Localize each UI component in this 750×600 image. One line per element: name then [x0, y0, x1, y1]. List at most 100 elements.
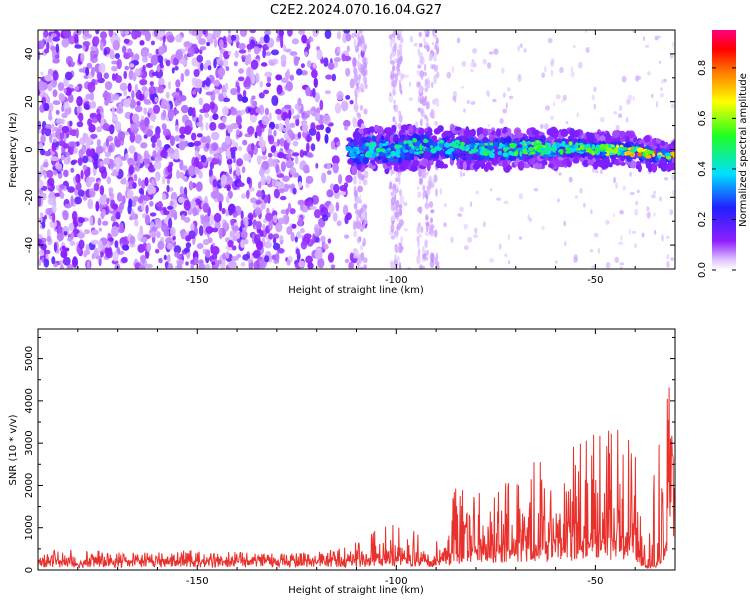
heatmap-cell — [183, 199, 191, 211]
heatmap-cell — [58, 93, 66, 102]
heatmap-cell — [187, 46, 195, 57]
heatmap-cell — [123, 89, 128, 97]
heatmap-cell — [351, 165, 358, 176]
heatmap-cell — [114, 121, 122, 131]
heatmap-cell — [129, 63, 135, 68]
heatmap-cell — [553, 144, 557, 150]
heatmap-cell — [671, 174, 675, 180]
heatmap-cell — [234, 50, 239, 59]
heatmap-cell — [146, 129, 154, 137]
heatmap-cell — [463, 108, 466, 113]
heatmap-cell — [285, 81, 293, 92]
heatmap-cell — [351, 148, 358, 152]
heatmap-cell — [237, 76, 245, 82]
heatmap-cell — [40, 243, 47, 250]
heatmap-cell — [289, 122, 296, 128]
heatmap-cell — [64, 108, 72, 115]
heatmap-cell — [668, 163, 675, 170]
heatmap-cell — [258, 139, 266, 148]
heatmap-cell — [624, 142, 631, 148]
heatmap-cell — [179, 186, 184, 195]
heatmap-cell — [196, 121, 204, 128]
heatmap-cell — [74, 196, 82, 205]
heatmap-cell — [222, 106, 229, 116]
heatmap-cell — [222, 58, 229, 68]
heatmap-cell — [193, 256, 199, 265]
heatmap-cell — [629, 171, 632, 177]
heatmap-cell — [238, 43, 246, 50]
heatmap-cell — [291, 223, 297, 229]
heatmap-cell — [454, 139, 460, 144]
figure-title: C2E2.2024.070.16.04.G27 — [270, 3, 442, 18]
heatmap-cell — [355, 250, 360, 257]
heatmap-cell — [292, 187, 297, 195]
heatmap-cell — [246, 176, 251, 185]
heatmap-cell — [426, 44, 430, 52]
heatmap-cell — [43, 102, 50, 112]
heatmap-cell — [277, 122, 284, 132]
heatmap-cell — [240, 262, 246, 267]
heatmap-cell — [353, 65, 356, 75]
heatmap-cell — [401, 146, 406, 152]
heatmap-cell — [141, 254, 146, 264]
heatmap-cell — [397, 71, 402, 76]
heatmap-cell — [555, 158, 562, 167]
heatmap-cell — [389, 59, 394, 65]
heatmap-cell — [330, 264, 336, 269]
heatmap-cell — [193, 69, 200, 77]
heatmap-cell — [455, 154, 459, 159]
heatmap-cell — [629, 191, 635, 196]
heatmap-cell — [111, 73, 116, 81]
heatmap-cell — [129, 235, 135, 245]
heatmap-cell — [459, 171, 463, 178]
heatmap-cell — [235, 167, 241, 177]
heatmap-cell — [613, 147, 619, 154]
heatmap-cell — [487, 124, 491, 128]
heatmap-cell — [578, 61, 583, 69]
heatmap-cell — [519, 150, 523, 157]
heatmap-cell — [292, 115, 300, 120]
heatmap-cell — [118, 222, 124, 231]
heatmap-cell — [289, 74, 294, 81]
heatmap-cell — [275, 164, 280, 173]
heatmap-cell — [358, 236, 362, 243]
heatmap-cell — [171, 209, 178, 218]
heatmap-cell — [497, 146, 503, 149]
heatmap-cell — [310, 143, 316, 152]
heatmap-cell — [49, 133, 53, 144]
heatmap-cell — [168, 217, 173, 229]
heatmap-cell — [153, 162, 158, 170]
heatmap-cell — [52, 89, 58, 98]
heatmap-cell — [61, 126, 70, 134]
heatmap-cell — [246, 43, 253, 50]
heatmap-cell — [193, 87, 201, 93]
heatmap-cell — [343, 119, 351, 128]
heatmap-cell — [294, 236, 298, 243]
heatmap-cell — [295, 117, 300, 127]
heatmap-cell — [289, 166, 297, 176]
heatmap-cell — [398, 156, 402, 165]
heatmap-cell — [424, 78, 428, 85]
heatmap-cell — [362, 76, 367, 81]
heatmap-cell — [482, 58, 488, 65]
heatmap-cell — [587, 158, 594, 166]
heatmap-cell — [214, 220, 221, 230]
heatmap-cell — [423, 63, 427, 72]
heatmap-cell — [265, 212, 273, 222]
heatmap-cell — [345, 174, 353, 183]
heatmap-cell — [72, 256, 78, 267]
heatmap-cell — [599, 135, 606, 143]
heatmap-cell — [508, 95, 514, 100]
heatmap-cell — [198, 30, 202, 40]
heatmap-cell — [426, 249, 429, 256]
heatmap-cell — [222, 97, 231, 103]
heatmap-cell — [610, 149, 615, 153]
heatmap-cell — [160, 31, 166, 37]
heatmap-cell — [570, 66, 574, 72]
heatmap-cell — [259, 232, 264, 237]
heatmap-cell — [90, 49, 95, 60]
heatmap-cell — [203, 239, 210, 246]
heatmap-cell — [483, 164, 489, 172]
heatmap-cell — [106, 176, 112, 185]
heatmap-cell — [338, 174, 343, 185]
